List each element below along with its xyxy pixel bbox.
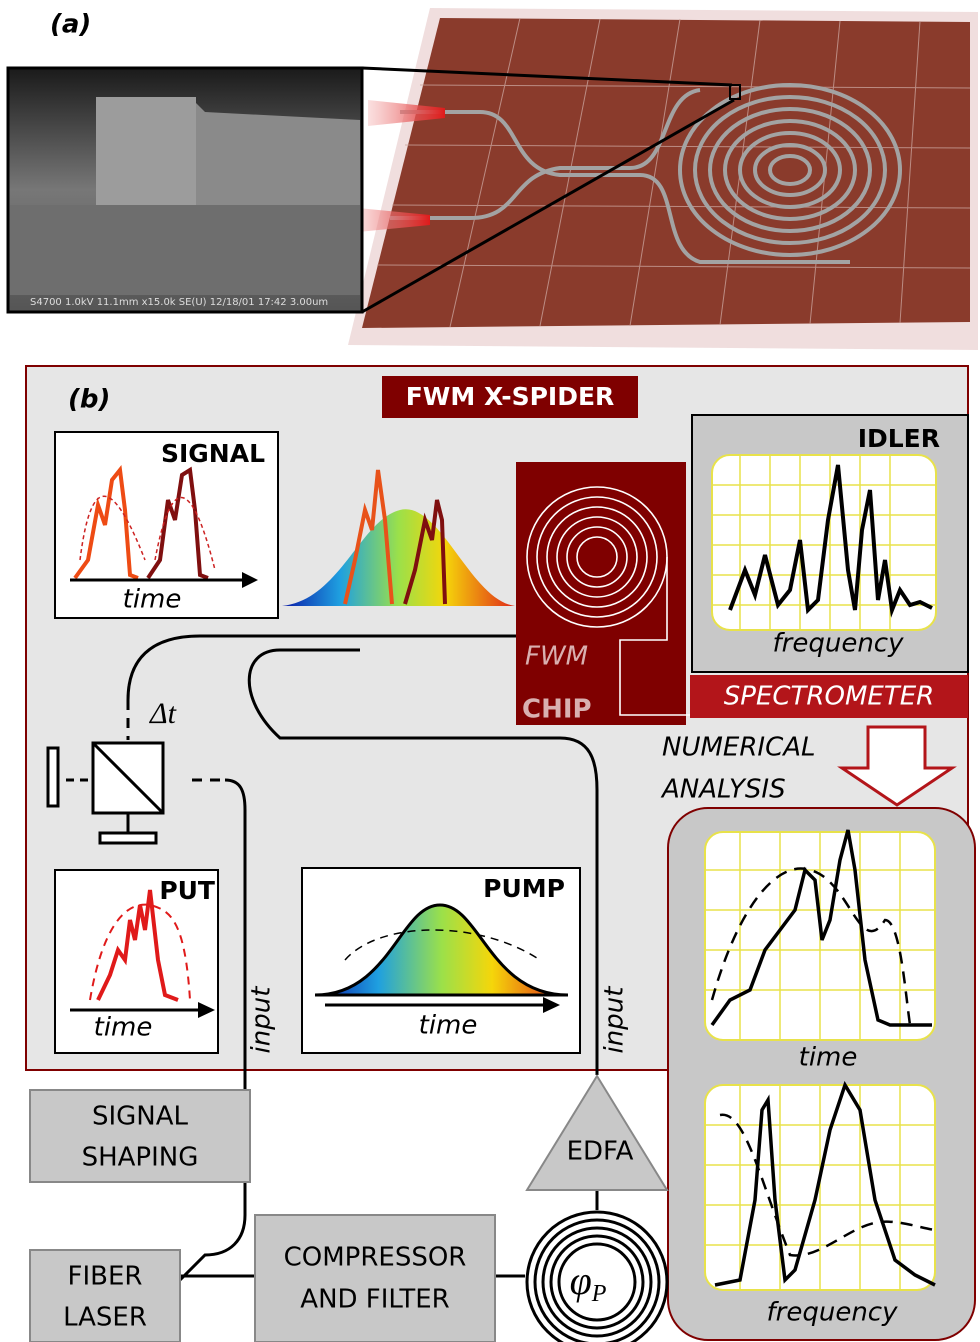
figure: (a) S4700 1.0kV 11.1mm x15.0k SE(U) 12/1… — [0, 0, 980, 1342]
block-label: AND FILTER — [300, 1285, 449, 1315]
axis-label: frequency — [767, 1298, 899, 1328]
analysis-label: ANALYSIS — [660, 775, 786, 805]
chip-label: CHIP — [522, 695, 592, 725]
sem-caption: S4700 1.0kV 11.1mm x15.0k SE(U) 12/18/01… — [30, 297, 328, 308]
axis-label: time — [94, 1013, 153, 1043]
axis-label: time — [799, 1043, 858, 1073]
analysis-label: NUMERICAL — [662, 733, 816, 763]
phase-subscript: P — [591, 1281, 607, 1307]
sem-image: S4700 1.0kV 11.1mm x15.0k SE(U) 12/18/01… — [8, 68, 362, 312]
delay-label: Δt — [149, 697, 177, 730]
phase-symbol: φ — [570, 1258, 592, 1303]
block-label: FIBER — [68, 1262, 143, 1292]
fiber-coil — [527, 1212, 667, 1342]
block-label: COMPRESSOR — [284, 1243, 467, 1273]
spectrometer-label: SPECTROMETER — [724, 682, 934, 712]
page: {"panel_a": {"label": "(a)", "sem_captio… — [0, 0, 980, 1342]
pump-label: PUMP — [483, 874, 565, 903]
block-label: EDFA — [567, 1137, 634, 1167]
block-label: SHAPING — [82, 1143, 199, 1173]
axis-label: frequency — [773, 629, 905, 659]
chip-box — [516, 462, 686, 725]
edfa-triangle — [527, 1076, 667, 1190]
title: FWM X-SPIDER — [406, 382, 615, 411]
axis-label: time — [123, 585, 182, 615]
panel-label: (a) — [50, 10, 91, 40]
chip-render — [348, 8, 978, 350]
compressor-box — [255, 1215, 495, 1342]
input-label: input — [600, 986, 630, 1054]
phase-symbol: φP — [570, 1258, 607, 1306]
input-label: input — [247, 986, 277, 1054]
grid — [706, 1086, 934, 1289]
panel-label: (b) — [68, 385, 110, 415]
chip-label: FWM — [525, 642, 588, 672]
idler-label: IDLER — [858, 424, 940, 453]
axis-label: time — [419, 1011, 478, 1041]
block-label: LASER — [63, 1303, 147, 1333]
signal-label: SIGNAL — [161, 439, 265, 468]
put-label: PUT — [159, 876, 215, 905]
block-label: SIGNAL — [92, 1102, 189, 1132]
